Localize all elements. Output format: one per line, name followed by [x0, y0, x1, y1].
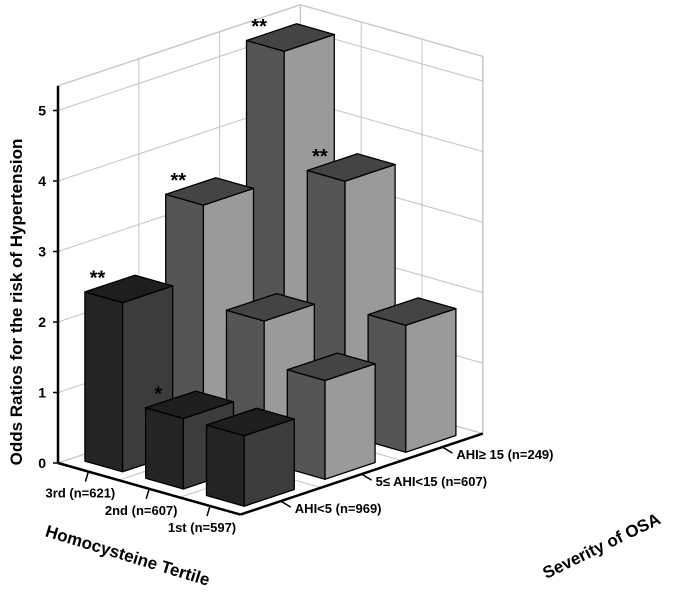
bar-top-face — [84, 274, 174, 304]
bar-3-2 — [286, 352, 376, 480]
bar-layer — [84, 23, 457, 507]
x-category-label: 3rd (n=621) — [46, 486, 116, 501]
bar-front-face — [84, 291, 124, 473]
y-tick-label: 0 — [38, 455, 46, 471]
y-tick-label: 2 — [38, 314, 46, 330]
bar-top-face — [286, 352, 376, 382]
bar-3-3 — [367, 297, 457, 453]
z-tick-mark — [442, 446, 453, 454]
z-category-label: AHI<5 (n=969) — [295, 501, 382, 516]
x-category-label: 2nd (n=607) — [105, 503, 178, 518]
significance-marker: ** — [90, 267, 106, 289]
x-category-label: 1st (n=597) — [168, 520, 236, 535]
z-axis-title: Severity of OSA — [540, 509, 664, 582]
bar-1-1 — [84, 274, 174, 473]
bar-top-face — [245, 23, 335, 52]
y-tick-label: 4 — [38, 173, 46, 189]
y-tick-label: 1 — [38, 385, 46, 401]
y-tick-label: 3 — [38, 244, 46, 260]
bar-side-face — [405, 307, 457, 453]
y-tick-label: 5 — [38, 103, 46, 119]
x-tick-mark — [84, 471, 90, 482]
z-category-label: 5≤ AHI<15 (n=607) — [376, 474, 487, 489]
x-tick-mark — [145, 488, 150, 500]
significance-marker: ** — [312, 146, 328, 168]
bar-top-face — [205, 407, 295, 437]
significance-marker: ** — [171, 170, 187, 192]
bar-top-face — [225, 292, 315, 322]
bar-side-face — [324, 363, 376, 480]
axis-layer — [53, 85, 484, 517]
significance-marker: ** — [251, 16, 267, 38]
bar-front-face — [145, 407, 185, 490]
bar-top-face — [306, 153, 396, 182]
bar-top-face — [165, 177, 255, 206]
significance-marker: * — [154, 383, 162, 405]
bar-front-face — [205, 424, 245, 507]
x-tick-mark — [206, 505, 211, 517]
z-tick-mark — [361, 473, 372, 481]
bar-3-1 — [205, 407, 295, 507]
y-axis-title: Odds Ratios for the risk of Hypertension — [7, 139, 26, 466]
bar-top-face — [145, 390, 235, 420]
z-tick-mark — [280, 500, 292, 508]
bar-top-face — [367, 297, 457, 326]
z-category-label: AHI≥ 15 (n=249) — [456, 447, 553, 462]
